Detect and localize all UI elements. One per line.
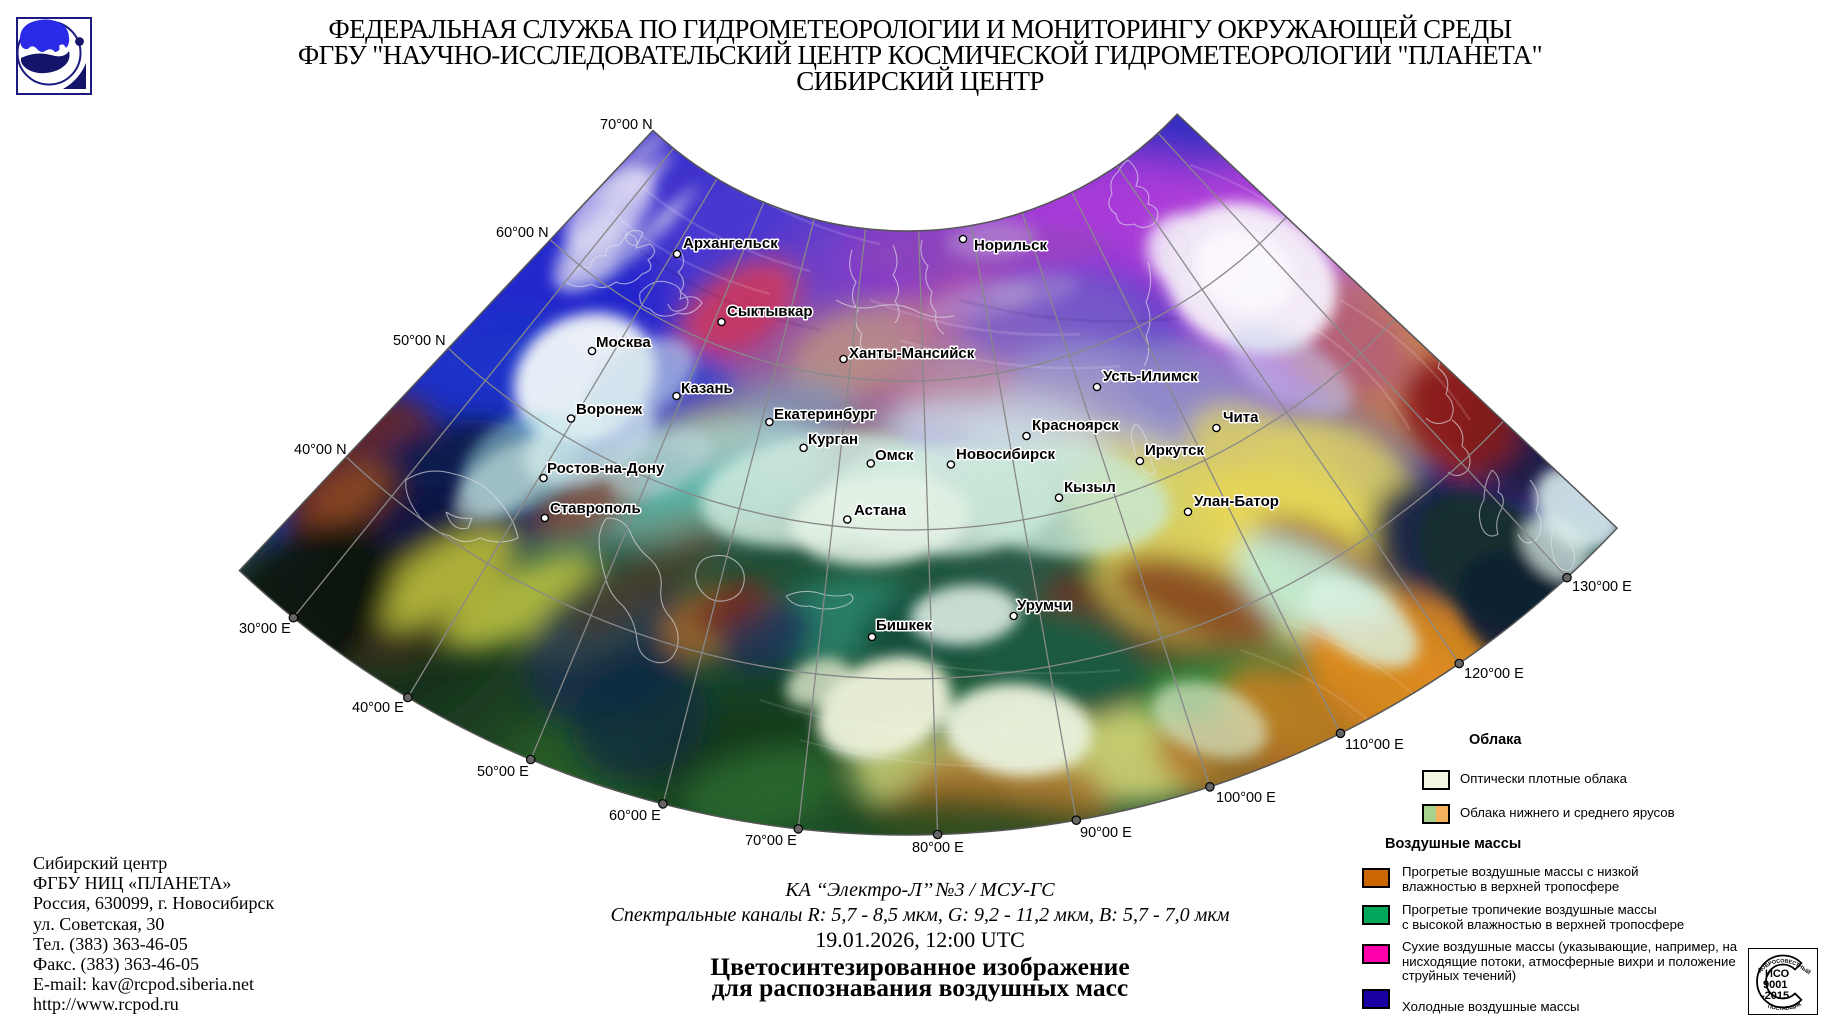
svg-text:9001: 9001 (1763, 979, 1787, 991)
svg-text:50°00 N: 50°00 N (393, 333, 446, 349)
svg-text:-2015: -2015 (1761, 990, 1789, 1002)
svg-text:ПОСТАВЩИК: ПОСТАВЩИК (1767, 1001, 1803, 1012)
svg-text:Сыктывкар: Сыктывкар (727, 303, 813, 320)
svg-text:Чита: Чита (1223, 409, 1259, 426)
svg-text:Норильск: Норильск (974, 237, 1047, 254)
svg-text:Бишкек: Бишкек (876, 617, 932, 634)
svg-text:Улан-Батор: Улан-Батор (1194, 493, 1279, 510)
svg-text:30°00 E: 30°00 E (239, 621, 291, 637)
svg-text:Екатеринбург: Екатеринбург (774, 406, 876, 423)
svg-text:Воронеж: Воронеж (576, 401, 643, 418)
svg-text:80°00 E: 80°00 E (912, 840, 964, 856)
svg-text:60°00 E: 60°00 E (609, 808, 661, 824)
svg-text:60°00 N: 60°00 N (496, 225, 549, 241)
svg-text:90°00 E: 90°00 E (1080, 825, 1132, 841)
svg-text:40°00 N: 40°00 N (294, 442, 347, 458)
svg-text:110°00 E: 110°00 E (1345, 737, 1404, 753)
svg-text:Красноярск: Красноярск (1032, 417, 1119, 434)
svg-text:100°00 E: 100°00 E (1216, 790, 1276, 806)
svg-text:Курган: Курган (808, 431, 858, 448)
svg-text:Архангельск: Архангельск (683, 235, 778, 252)
svg-text:Астана: Астана (854, 502, 907, 519)
svg-text:50°00 E: 50°00 E (477, 764, 529, 780)
svg-text:70°00 N: 70°00 N (600, 117, 653, 133)
svg-text:Москва: Москва (596, 334, 651, 351)
svg-text:Кызыл: Кызыл (1064, 479, 1116, 496)
svg-text:Ставрополь: Ставрополь (550, 500, 641, 517)
svg-text:Урумчи: Урумчи (1017, 597, 1072, 614)
svg-text:ИСО: ИСО (1765, 968, 1790, 980)
svg-text:Ханты-Мансийск: Ханты-Мансийск (849, 345, 975, 362)
svg-text:Ростов-на-Дону: Ростов-на-Дону (547, 460, 665, 477)
svg-text:Омск: Омск (875, 447, 914, 464)
svg-text:120°00 E: 120°00 E (1464, 666, 1524, 682)
svg-text:Иркутск: Иркутск (1145, 442, 1204, 459)
svg-text:Новосибирск: Новосибирск (956, 446, 1056, 463)
svg-text:130°00 E: 130°00 E (1572, 579, 1632, 595)
svg-text:40°00 E: 40°00 E (352, 700, 404, 716)
svg-text:70°00 E: 70°00 E (745, 833, 797, 849)
svg-text:Усть-Илимск: Усть-Илимск (1103, 368, 1198, 385)
svg-text:Казань: Казань (681, 380, 733, 397)
